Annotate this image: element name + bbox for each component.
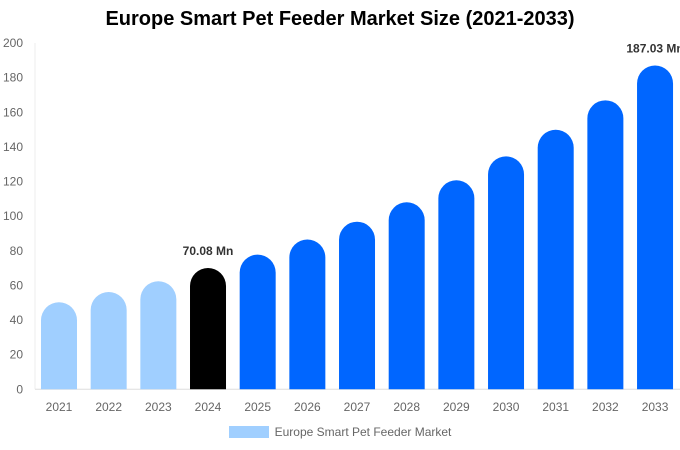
legend: Europe Smart Pet Feeder Market bbox=[0, 425, 680, 439]
bar-2024 bbox=[190, 267, 227, 390]
legend-swatch bbox=[228, 426, 269, 438]
y-tick-label: 60 bbox=[10, 278, 24, 292]
bar-2023 bbox=[140, 281, 177, 390]
x-tick-label: 2033 bbox=[642, 400, 669, 414]
x-tick-label: 2030 bbox=[493, 400, 520, 414]
bar-2027 bbox=[339, 221, 376, 390]
legend-label: Europe Smart Pet Feeder Market bbox=[274, 425, 452, 439]
x-tick-label: 2025 bbox=[244, 400, 271, 414]
bar-2026 bbox=[289, 239, 326, 390]
bar-2025 bbox=[239, 254, 276, 390]
bar-2031 bbox=[537, 129, 574, 390]
chart-title: Europe Smart Pet Feeder Market Size (202… bbox=[105, 8, 575, 30]
y-tick-label: 0 bbox=[16, 382, 23, 396]
x-tick-label: 2023 bbox=[145, 400, 172, 414]
y-tick-label: 80 bbox=[10, 244, 24, 258]
y-tick-label: 20 bbox=[10, 348, 24, 362]
y-tick-label: 180 bbox=[3, 71, 23, 85]
x-tick-label: 2022 bbox=[95, 400, 122, 414]
x-tick-label: 2029 bbox=[443, 400, 470, 414]
bar-2029 bbox=[438, 180, 475, 390]
bar-2030 bbox=[488, 156, 525, 390]
y-tick-label: 120 bbox=[3, 175, 23, 189]
x-tick-label: 2028 bbox=[393, 400, 420, 414]
data-label: 187.03 Mn bbox=[626, 41, 680, 55]
bar-2021 bbox=[41, 302, 77, 390]
x-tick-label: 2021 bbox=[46, 400, 73, 414]
x-tick-label: 2026 bbox=[294, 400, 321, 414]
x-tick-label: 2027 bbox=[344, 400, 371, 414]
y-tick-label: 40 bbox=[10, 313, 24, 327]
y-tick-label: 160 bbox=[3, 105, 23, 119]
y-tick-label: 140 bbox=[3, 140, 23, 154]
x-tick-label: 2032 bbox=[592, 400, 619, 414]
bar-2028 bbox=[388, 202, 425, 390]
data-label: 70.08 Mn bbox=[183, 244, 234, 258]
x-tick-label: 2024 bbox=[195, 400, 222, 414]
x-tick-label: 2031 bbox=[542, 400, 569, 414]
bar-2033 bbox=[637, 65, 674, 390]
bar-2032 bbox=[587, 100, 624, 390]
bar-2022 bbox=[90, 291, 127, 390]
y-tick-label: 100 bbox=[3, 209, 23, 223]
y-tick-label: 200 bbox=[3, 36, 23, 50]
